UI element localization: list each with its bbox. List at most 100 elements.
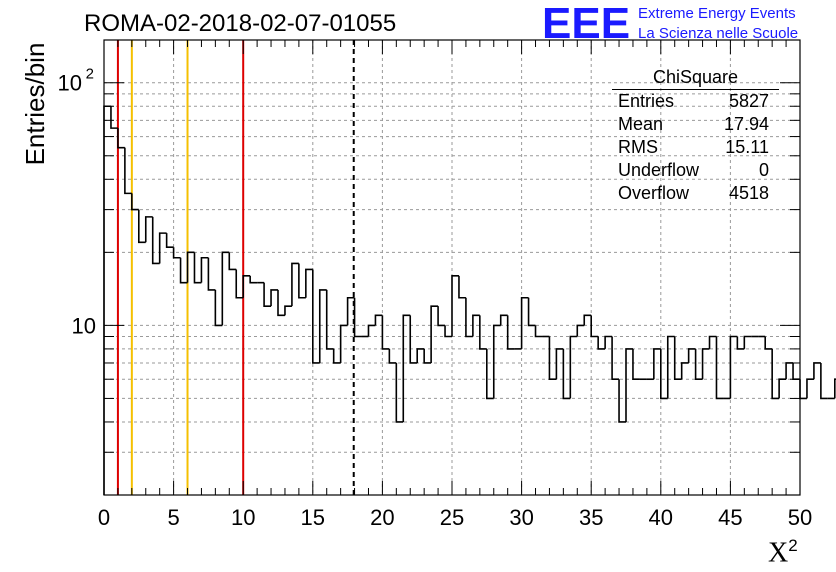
histogram-bin <box>277 289 285 317</box>
histogram-bin <box>423 348 432 364</box>
histogram-bin <box>179 257 188 284</box>
histogram-bin <box>813 362 821 380</box>
x-tick-label: 20 <box>370 505 394 530</box>
histogram-bin <box>569 335 578 399</box>
stats-value: 0 <box>758 160 769 180</box>
x-tick-label: 35 <box>579 505 603 530</box>
x-tick-label: 0 <box>98 505 110 530</box>
histogram-bin <box>799 379 807 400</box>
histogram-bin <box>771 348 780 400</box>
stats-row-overflow: Overflow 4518 <box>612 182 779 205</box>
stats-label: Overflow <box>618 183 690 203</box>
stats-value: 5827 <box>728 91 769 111</box>
histogram-bin <box>534 325 543 338</box>
histogram-bin <box>193 252 202 284</box>
histogram-bin <box>715 336 724 400</box>
histogram-bin <box>298 263 306 299</box>
histogram-bin <box>764 336 773 350</box>
y-tick-label-exponent: 2 <box>86 66 94 83</box>
stats-row-rms: RMS 15.11 <box>612 136 779 159</box>
x-tick-label: 15 <box>301 505 325 530</box>
y-tick-label: 10 <box>58 71 82 96</box>
histogram-bin <box>820 362 828 400</box>
histogram-bin <box>367 324 376 337</box>
histogram-bin <box>339 324 348 363</box>
histogram-bin <box>151 216 160 265</box>
histogram-bin <box>291 262 299 307</box>
histogram-bin <box>583 314 592 326</box>
x-tick-label: 25 <box>440 505 464 530</box>
x-tick-label: 5 <box>167 505 179 530</box>
histogram-bin <box>214 289 223 327</box>
stats-label: Underflow <box>618 160 700 180</box>
x-tick-label: 40 <box>649 505 673 530</box>
histogram-bin <box>625 348 633 422</box>
histogram-bin <box>834 378 836 399</box>
run-title: ROMA-02-2018-02-07-01055 <box>84 10 397 37</box>
histogram-bin <box>158 232 167 264</box>
histogram-bin <box>611 336 620 381</box>
histogram-bin <box>792 362 800 381</box>
histogram-bin <box>632 348 640 381</box>
histogram-bin <box>318 289 327 363</box>
histogram-bin <box>416 348 425 363</box>
logo-line-2: La Scienza nelle Scuole <box>638 25 799 42</box>
y-axis-label: Entries/bin <box>20 42 50 166</box>
histogram-bin <box>576 324 585 337</box>
logo-text: Extreme Energy Events La Scienza nelle S… <box>638 4 798 44</box>
axis-ticks <box>103 40 801 496</box>
histogram-bin <box>172 247 181 259</box>
histogram-bin <box>736 336 745 350</box>
reference-lines <box>116 40 355 495</box>
histogram-bin <box>492 324 501 399</box>
logo-line-1: Extreme Energy Events <box>638 5 796 22</box>
histogram-bin <box>597 336 606 350</box>
histogram-bin <box>680 362 689 380</box>
histogram-bin <box>131 193 139 211</box>
histogram-bin <box>562 348 571 400</box>
histogram-bin <box>263 282 272 307</box>
histogram-bin <box>138 209 146 244</box>
histogram-bin <box>618 379 626 423</box>
stats-box-title: ChiSquare <box>612 66 779 90</box>
x-axis-label-exponent: 2 <box>788 536 798 555</box>
histogram-bin <box>312 269 320 364</box>
histogram-bin <box>395 362 404 423</box>
histogram-bin <box>165 233 174 248</box>
y-tick-label: 10 <box>72 313 96 338</box>
histogram-bin <box>409 315 418 364</box>
histogram-bin <box>249 275 258 284</box>
histogram-bin <box>708 335 717 349</box>
stats-row-mean: Mean 17.94 <box>612 113 779 136</box>
stats-label: RMS <box>618 137 658 157</box>
histogram-bin <box>221 251 230 326</box>
stats-row-underflow: Underflow 0 <box>612 159 779 182</box>
histogram-bin <box>305 268 313 298</box>
histogram-bin <box>110 106 118 129</box>
histogram-bin <box>527 297 536 327</box>
histogram-bin <box>402 314 411 422</box>
histogram-bin <box>451 275 459 337</box>
histogram-bin <box>437 306 446 327</box>
logo-letters: EEE <box>542 0 631 48</box>
histogram-bin <box>186 251 195 283</box>
stats-box: ChiSquare Entries 5827 Mean 17.94 RMS 15.11… <box>612 66 779 205</box>
histogram-bin <box>687 348 696 363</box>
stats-label: Mean <box>618 114 664 134</box>
histogram-bin <box>353 297 362 338</box>
histogram-bin <box>729 335 738 399</box>
histogram-bin <box>270 289 278 307</box>
histogram-bin <box>444 325 452 338</box>
x-axis-label: X2 <box>768 536 798 569</box>
histogram-bin <box>117 128 125 149</box>
histogram-bin <box>235 269 244 299</box>
histogram-bin <box>103 105 111 495</box>
histogram-bin <box>242 275 251 298</box>
histogram-bin <box>381 315 390 350</box>
stats-value: 15.11 <box>725 137 769 157</box>
x-tick-label: 50 <box>788 505 812 530</box>
histogram-bin <box>346 296 355 326</box>
histogram-bin <box>743 335 752 349</box>
